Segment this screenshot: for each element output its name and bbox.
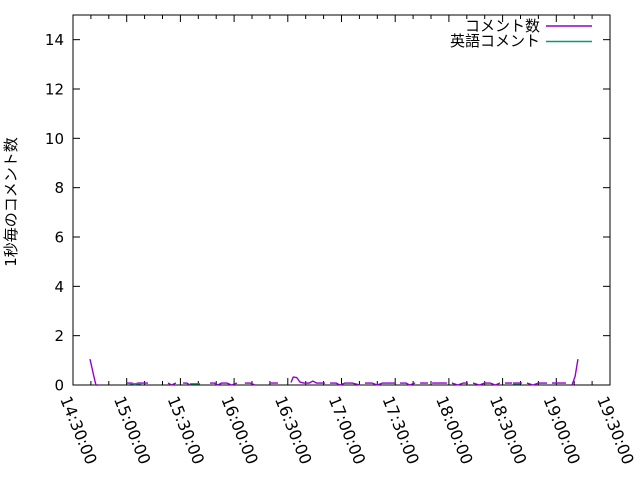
y-tick-label: 12 <box>45 81 64 99</box>
x-tick-label: 19:00:00 <box>540 393 585 467</box>
plot-border <box>72 14 611 386</box>
x-tick-label: 18:30:00 <box>486 393 531 467</box>
axes: 14:30:00 15:00:00 15:30:00 16:00:00 16:30:00… <box>45 14 638 467</box>
series-line-コメント数 <box>526 382 547 386</box>
series-line-コメント数 <box>472 382 501 386</box>
series-line-コメント数 <box>400 382 416 386</box>
x-tick-label: 19:30:00 <box>593 393 638 467</box>
legend-label-english-comments: 英語コメント <box>450 32 540 50</box>
y-tick-label: 8 <box>54 179 64 197</box>
series-line-コメント数 <box>364 382 396 386</box>
x-tick-label: 17:00:00 <box>325 393 370 467</box>
x-tick-label: 15:00:00 <box>110 393 155 467</box>
x-tick-label: 17:30:00 <box>378 393 423 467</box>
x-tick-label: 14:30:00 <box>56 393 101 467</box>
series-line-コメント数 <box>89 358 99 386</box>
x-tick-label: 18:00:00 <box>432 393 477 467</box>
y-tick-label: 2 <box>54 327 64 345</box>
y-axis-label: 1秒毎のコメント数 <box>2 137 20 267</box>
series-line-コメント数 <box>290 376 326 384</box>
y-tick-label: 10 <box>45 130 64 148</box>
series-line-コメント数 <box>571 358 579 386</box>
series-line-コメント数 <box>209 382 238 386</box>
series-line-コメント数 <box>330 382 361 386</box>
y-tick-label: 14 <box>45 31 64 49</box>
x-tick-label: 15:30:00 <box>164 393 209 467</box>
y-tick-label: 6 <box>54 229 64 247</box>
legend-label-comments: コメント数 <box>465 17 540 35</box>
series-line-コメント数 <box>167 382 177 386</box>
x-tick-label: 16:30:00 <box>271 393 316 467</box>
y-tick-label: 4 <box>54 278 64 296</box>
y-tick-label: 0 <box>54 377 64 395</box>
series-line-コメント数 <box>451 382 469 386</box>
series-lines <box>89 358 579 386</box>
x-tick-label: 16:00:00 <box>217 393 262 467</box>
series-line-コメント数 <box>244 382 256 386</box>
series-line-コメント数 <box>183 382 191 386</box>
legend: コメント数 英語コメント <box>450 17 592 50</box>
